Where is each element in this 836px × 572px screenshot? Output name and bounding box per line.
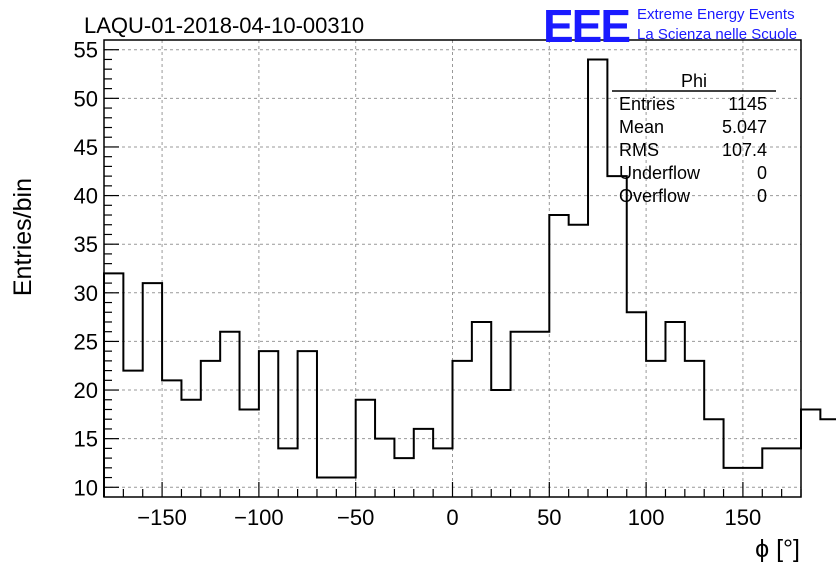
stats-box: Phi Entries 1145 Mean 5.047 RMS 107.4 Underflo… bbox=[612, 71, 776, 206]
histogram-bin bbox=[530, 332, 549, 497]
y-tick-label: 15 bbox=[74, 427, 98, 452]
stats-value: 5.047 bbox=[722, 117, 767, 137]
x-tick-label: 0 bbox=[446, 505, 458, 530]
stats-value: 1145 bbox=[728, 94, 767, 114]
histogram-bin bbox=[704, 419, 723, 497]
stats-value: 107.4 bbox=[722, 140, 767, 160]
logo-line1: Extreme Energy Events bbox=[637, 6, 795, 23]
ticks-layer: −150 −100 −50 0 50 100 150 10 15 20 25 30 35 40 45 50 55 bbox=[74, 38, 802, 530]
stats-label: Underflow bbox=[619, 163, 701, 183]
histogram-bin bbox=[123, 371, 142, 497]
stats-value: 0 bbox=[757, 163, 767, 183]
y-tick-label: 30 bbox=[74, 281, 98, 306]
logo-line2: La Scienza nelle Scuole bbox=[637, 26, 797, 43]
histogram-bin bbox=[220, 332, 239, 497]
x-tick-label: −100 bbox=[234, 505, 284, 530]
histogram-bin bbox=[685, 361, 704, 497]
x-tick-label: −50 bbox=[337, 505, 374, 530]
histogram-bin bbox=[627, 312, 646, 497]
y-tick-label: 50 bbox=[74, 86, 98, 111]
x-tick-label: −150 bbox=[137, 505, 187, 530]
stats-rows: Entries 1145 Mean 5.047 RMS 107.4 Underflow 0 Ov… bbox=[619, 94, 767, 206]
x-axis-title: ϕ [°] bbox=[755, 535, 800, 563]
histogram-bin bbox=[143, 283, 162, 497]
histogram-bin bbox=[375, 439, 394, 497]
histogram-bin bbox=[665, 322, 684, 497]
histogram-bin bbox=[356, 400, 375, 497]
histogram-bin bbox=[646, 361, 665, 497]
y-tick-label: 40 bbox=[74, 184, 98, 209]
histogram-bin bbox=[724, 468, 743, 497]
histogram-bin bbox=[240, 409, 259, 497]
histogram-bin bbox=[317, 478, 336, 497]
histogram-bin bbox=[104, 273, 123, 497]
histogram-bin bbox=[298, 351, 317, 497]
histogram-bin bbox=[453, 361, 472, 497]
stats-label: Mean bbox=[619, 117, 664, 137]
stats-label: Entries bbox=[619, 94, 675, 114]
histogram-outline bbox=[103, 58, 836, 497]
y-tick-label: 20 bbox=[74, 378, 98, 403]
stats-title: Phi bbox=[681, 71, 707, 91]
x-tick-label: 150 bbox=[725, 505, 762, 530]
histogram-bin bbox=[588, 59, 607, 497]
y-tick-label: 25 bbox=[74, 329, 98, 354]
stats-label: Overflow bbox=[619, 186, 691, 206]
x-tick-label: 100 bbox=[628, 505, 665, 530]
histogram-bin bbox=[569, 225, 588, 497]
histogram-bin bbox=[181, 400, 200, 497]
histogram-bin bbox=[607, 176, 626, 497]
histogram-bin bbox=[549, 215, 568, 497]
stats-value: 0 bbox=[757, 186, 767, 206]
histogram-bin bbox=[433, 448, 452, 497]
histogram-bin bbox=[782, 448, 801, 497]
histogram-bin bbox=[201, 361, 220, 497]
histogram-bin bbox=[801, 409, 820, 497]
histogram-bin bbox=[394, 458, 413, 497]
logo-mark: EEE bbox=[543, 0, 629, 52]
histogram-bin bbox=[743, 468, 762, 497]
histogram-bin bbox=[762, 448, 781, 497]
histogram-bin bbox=[511, 332, 530, 497]
x-tick-label: 50 bbox=[537, 505, 561, 530]
histogram-bin bbox=[820, 419, 836, 497]
histogram-bin bbox=[278, 448, 297, 497]
histogram-bin bbox=[472, 322, 491, 497]
chart-title: LAQU-01-2018-04-10-00310 bbox=[84, 13, 364, 38]
histogram-bin bbox=[259, 351, 278, 497]
y-tick-label: 45 bbox=[74, 135, 98, 160]
y-tick-label: 35 bbox=[74, 232, 98, 257]
stats-label: RMS bbox=[619, 140, 659, 160]
bars-layer bbox=[103, 58, 836, 497]
y-tick-label: 10 bbox=[74, 475, 98, 500]
histogram-bin bbox=[491, 390, 510, 497]
histogram-bin bbox=[414, 429, 433, 497]
y-axis-title: Entries/bin bbox=[9, 178, 37, 296]
eee-logo: EEE Extreme Energy Events La Scienza nel… bbox=[543, 0, 797, 52]
y-tick-label: 55 bbox=[74, 38, 98, 63]
histogram-bin bbox=[336, 478, 355, 497]
histogram-bin bbox=[162, 380, 181, 497]
